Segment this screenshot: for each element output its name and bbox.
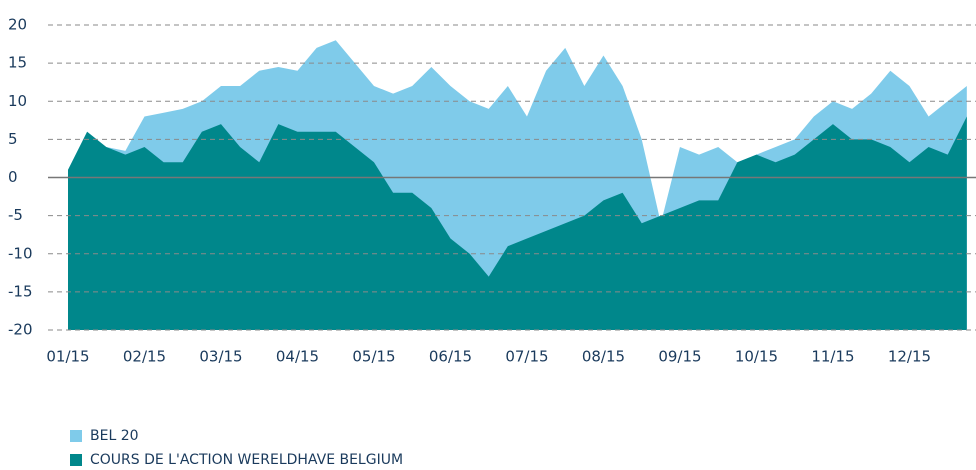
y-tick-label: -10 — [8, 244, 33, 262]
x-tick-label: 11/15 — [811, 348, 854, 366]
x-tick-label: 09/15 — [658, 348, 701, 366]
x-tick-label: 12/15 — [888, 348, 931, 366]
legend-label: BEL 20 — [90, 428, 139, 444]
y-tick-label: 5 — [8, 130, 18, 148]
y-tick-label: -20 — [8, 321, 33, 339]
x-tick-label: 10/15 — [735, 348, 778, 366]
y-tick-label: -5 — [8, 206, 23, 224]
y-tick-label: 20 — [8, 16, 27, 34]
legend-swatch — [70, 454, 82, 466]
y-tick-label: 15 — [8, 54, 27, 72]
x-tick-label: 07/15 — [505, 348, 548, 366]
x-tick-label: 01/15 — [46, 348, 89, 366]
x-tick-label: 08/15 — [582, 348, 625, 366]
x-tick-label: 04/15 — [276, 348, 319, 366]
x-tick-label: 02/15 — [123, 348, 166, 366]
y-tick-label: -15 — [8, 282, 33, 300]
x-tick-label: 06/15 — [429, 348, 472, 366]
area — [68, 116, 967, 330]
legend-swatch — [70, 430, 82, 442]
y-tick-label: 0 — [8, 168, 18, 186]
x-tick-label: 03/15 — [199, 348, 242, 366]
x-tick-label: 05/15 — [352, 348, 395, 366]
legend-label: COURS DE L'ACTION WERELDHAVE BELGIUM — [90, 452, 403, 468]
y-tick-label: 10 — [8, 92, 27, 110]
